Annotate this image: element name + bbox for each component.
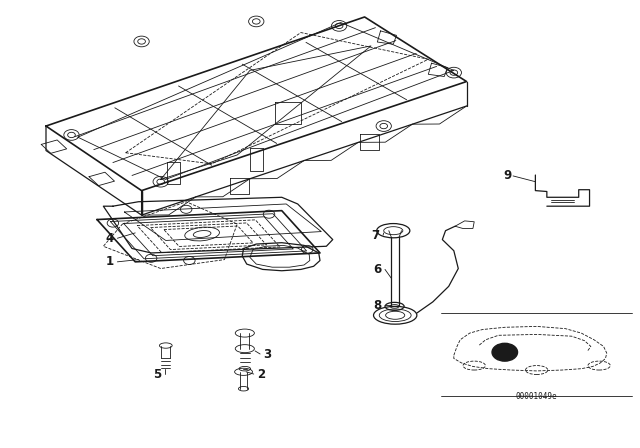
Text: 6: 6 [373, 263, 381, 276]
Text: 8: 8 [373, 298, 381, 311]
Text: 1: 1 [106, 255, 114, 268]
Text: 3: 3 [264, 348, 272, 361]
Text: 5: 5 [154, 368, 162, 381]
Circle shape [492, 343, 518, 361]
Text: 4: 4 [106, 232, 114, 245]
Text: 00001049e: 00001049e [516, 392, 557, 401]
Text: 9: 9 [504, 169, 512, 182]
Text: 2: 2 [257, 367, 266, 380]
Text: 7: 7 [371, 228, 380, 241]
